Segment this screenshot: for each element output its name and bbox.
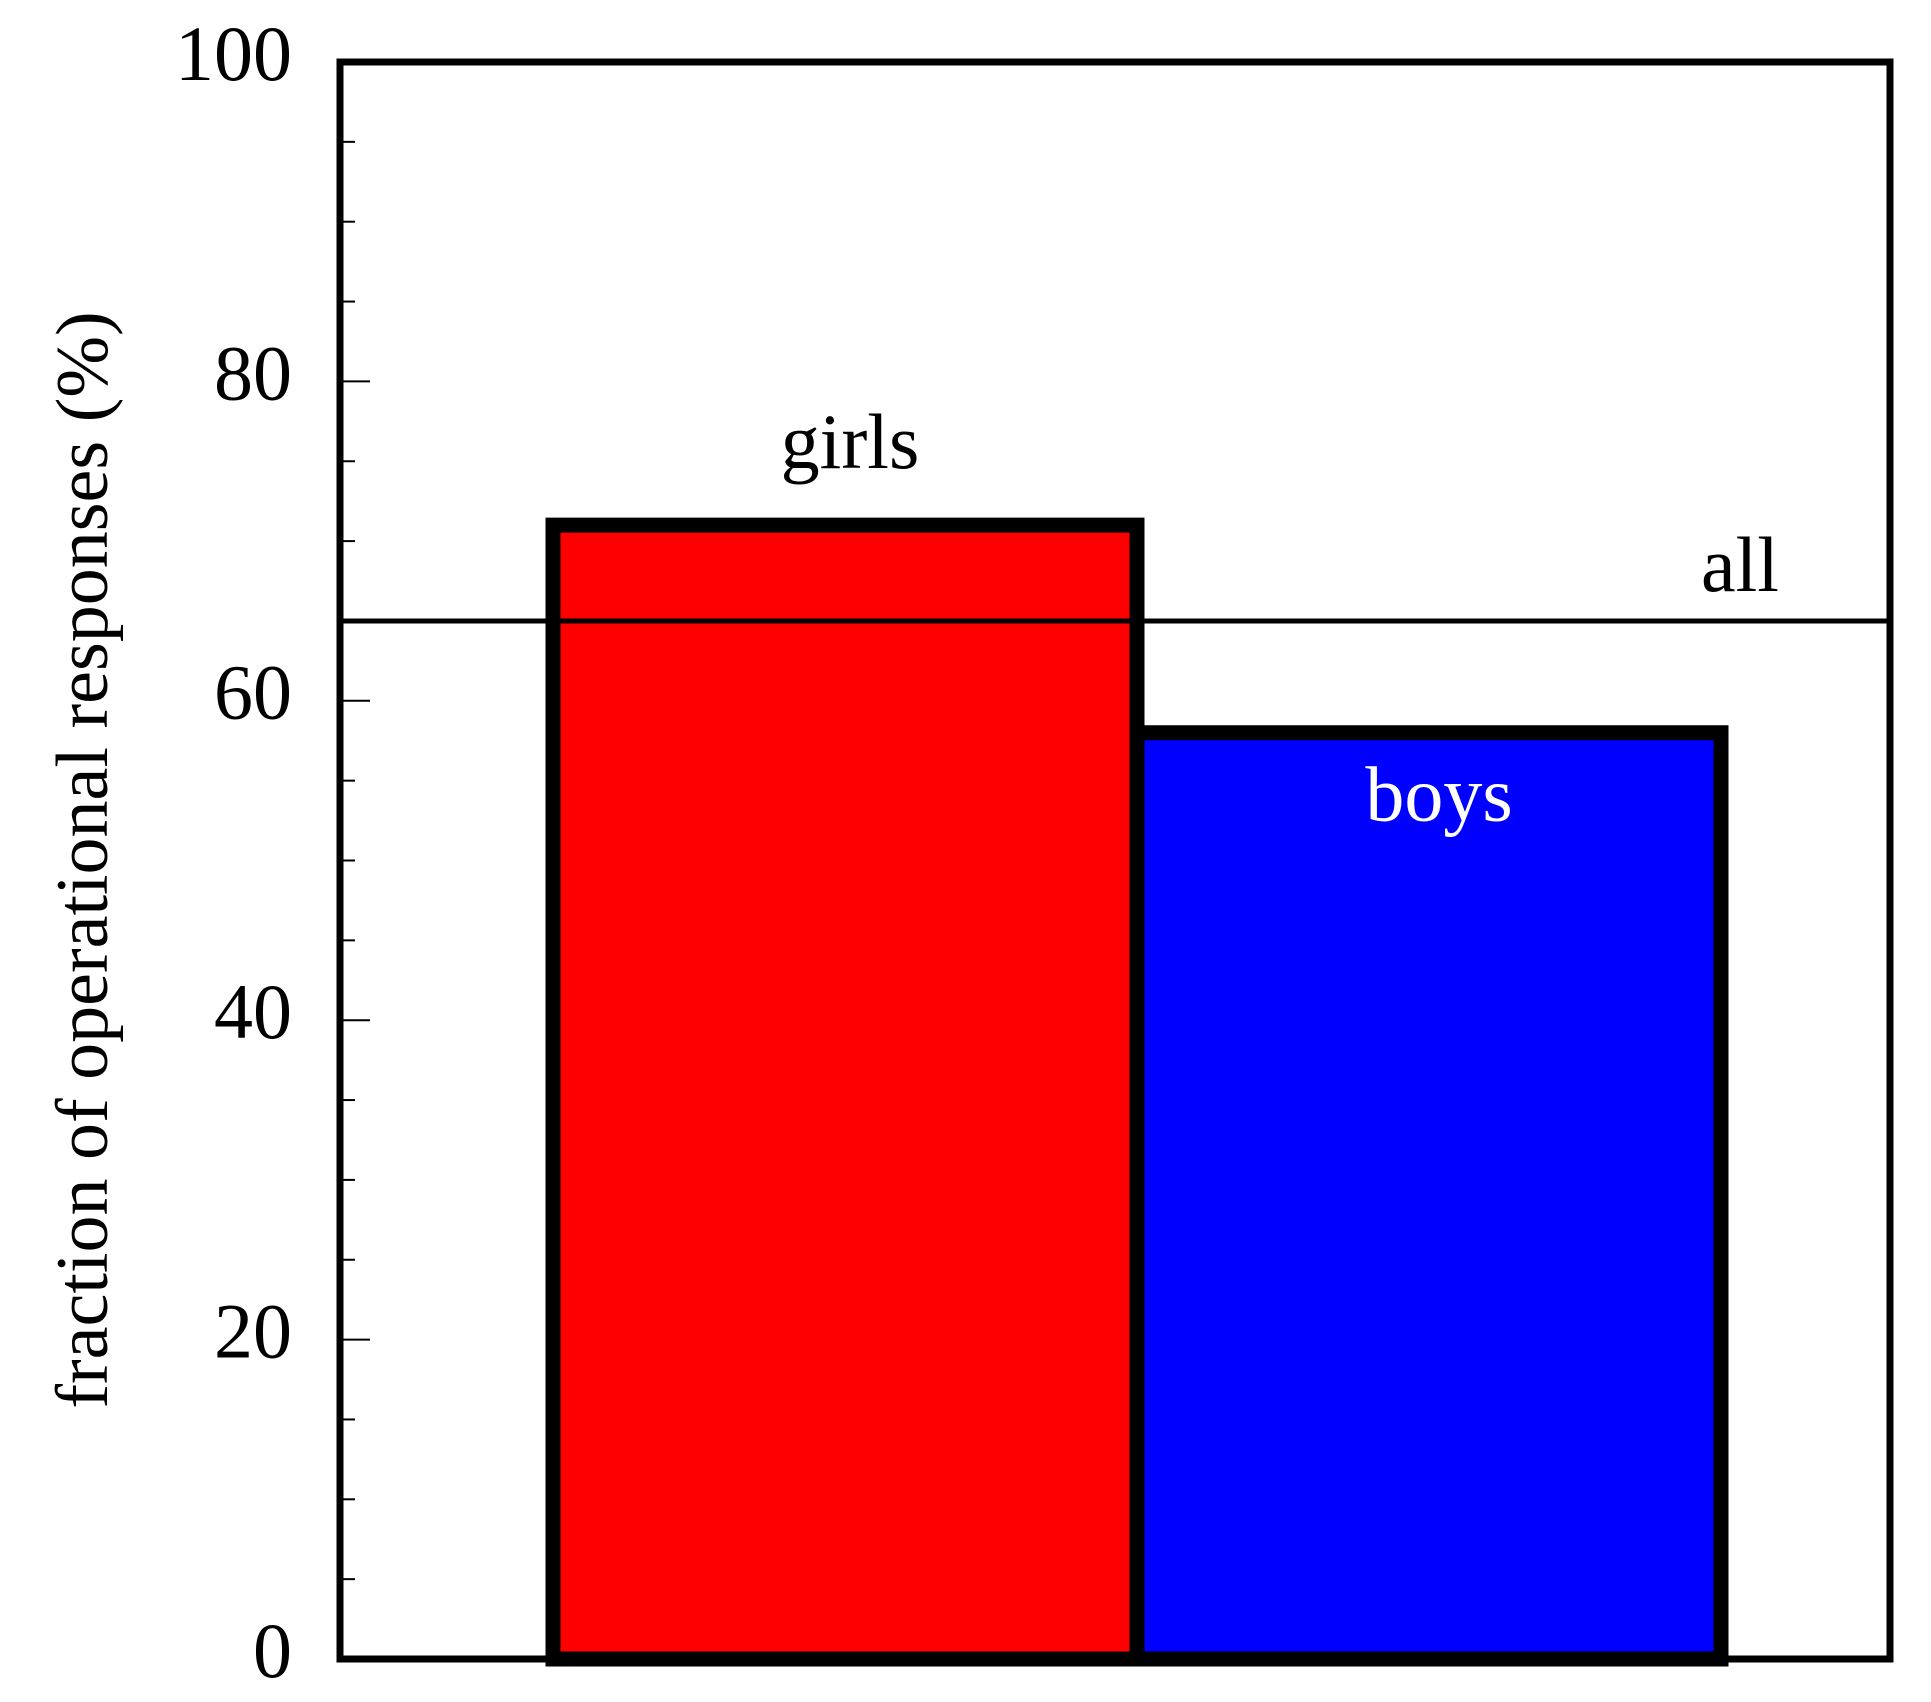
category-label: boys (1365, 751, 1512, 838)
y-tick-label: 100 (175, 10, 292, 97)
y-tick-label: 40 (214, 968, 292, 1055)
y-tick-label: 20 (214, 1288, 292, 1375)
y-axis-label: fraction of operational responses (%) (42, 311, 124, 1408)
reference-label: all (1701, 521, 1779, 608)
category-label: girls (781, 398, 920, 485)
bar (545, 517, 1145, 1667)
y-tick-label: 60 (214, 649, 292, 736)
y-tick-label: 80 (214, 329, 292, 416)
bar (1129, 725, 1729, 1667)
y-tick-label: 0 (253, 1607, 292, 1694)
